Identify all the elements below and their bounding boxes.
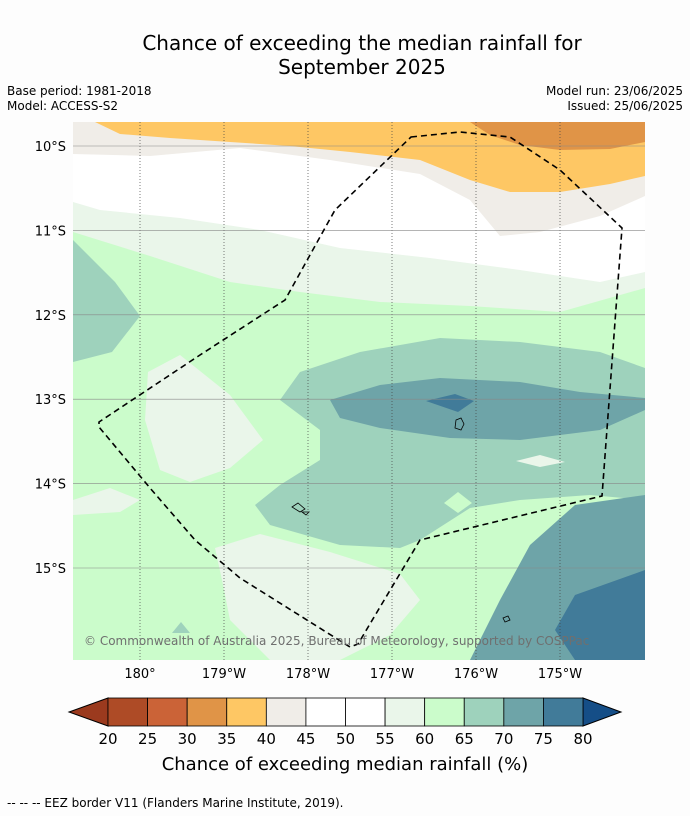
- x-tick-label: 178°W: [286, 667, 330, 682]
- region-65-70-west: [73, 240, 140, 362]
- y-tick-label: 15°S: [35, 562, 66, 577]
- x-tick-label: 177°W: [370, 667, 414, 682]
- colorbar-over-arrow: [582, 697, 623, 727]
- copyright-annotation: © Commonwealth of Australia 2025, Bureau…: [84, 634, 589, 648]
- map-plot-area: © Commonwealth of Australia 2025, Bureau…: [73, 122, 645, 660]
- colorbar-segment: [424, 697, 465, 727]
- y-tick-label: 10°S: [35, 140, 66, 155]
- colorbar-segment: [265, 697, 307, 727]
- colorbar-under-arrow: [67, 697, 109, 727]
- region-55-60-south: [215, 534, 420, 660]
- issued-label: Issued: 25/06/2025: [567, 99, 683, 113]
- x-tick-label: 179°W: [202, 667, 246, 682]
- colorbar-tick-label: 45: [296, 730, 315, 748]
- colorbar-segment: [107, 697, 148, 727]
- colorbar-tick-label: 70: [494, 730, 513, 748]
- colorbar-segment: [345, 697, 386, 727]
- colorbar-segment: [305, 697, 346, 727]
- colorbar-segment: [463, 697, 505, 727]
- meta-right: Model run: 23/06/2025 Issued: 25/06/2025: [546, 84, 683, 114]
- colorbar-segment: [543, 697, 584, 727]
- island-outline: [300, 511, 310, 516]
- colorbar-tick-label: 65: [455, 730, 474, 748]
- island-outline: [454, 417, 465, 431]
- base-period-label: Base period: 1981-2018: [7, 84, 152, 98]
- colorbar-tick-label: 25: [138, 730, 157, 748]
- region-30-35: [470, 122, 645, 150]
- island-outline: [291, 502, 306, 513]
- island-outline: [502, 615, 511, 623]
- colorbar-segment: [384, 697, 426, 727]
- model-label: Model: ACCESS-S2: [7, 99, 119, 113]
- colorbar-tick-label: 75: [534, 730, 553, 748]
- colorbar-tick-label: 20: [98, 730, 117, 748]
- title-line-2: September 2025: [278, 55, 446, 79]
- x-tick-label: 180°: [124, 667, 155, 682]
- colorbar-label: Chance of exceeding median rainfall (%): [162, 754, 529, 775]
- colorbar-segment: [226, 697, 267, 727]
- colorbar-tick-label: 60: [415, 730, 434, 748]
- y-tick-label: 11°S: [35, 224, 66, 239]
- eez-border-line: [98, 131, 623, 648]
- region-55-60-east: [516, 455, 565, 467]
- colorbar-tick-label: 80: [573, 730, 592, 748]
- y-tick-label: 12°S: [35, 309, 66, 324]
- colorbar-tick-label: 50: [336, 730, 355, 748]
- y-tick-label: 13°S: [35, 393, 66, 408]
- colorbar-tick-label: 30: [178, 730, 197, 748]
- region-75-80-core: [426, 394, 474, 412]
- x-tick-label: 175°W: [538, 667, 582, 682]
- region-70-75: [330, 378, 645, 440]
- y-tick-label: 14°S: [35, 478, 66, 493]
- colorbar-tick-label: 55: [376, 730, 395, 748]
- footer-note: -- -- -- EEZ border V11 (Flanders Marine…: [7, 796, 344, 810]
- colorbar-segment: [147, 697, 188, 727]
- region-75-80: [555, 570, 645, 660]
- colorbar-segment: [186, 697, 228, 727]
- region-60-65-east: [444, 492, 472, 513]
- colorbar-tick-label: 35: [217, 730, 236, 748]
- region-65-70-small: [172, 622, 190, 633]
- chart-title: Chance of exceeding the median rainfall …: [0, 31, 690, 79]
- title-line-1: Chance of exceeding the median rainfall …: [142, 31, 582, 55]
- colorbar-tick-label: 40: [257, 730, 276, 748]
- colorbar-segment: [503, 697, 544, 727]
- region-55-60-central: [145, 355, 263, 482]
- x-tick-label: 176°W: [454, 667, 498, 682]
- meta-left: Base period: 1981-2018 Model: ACCESS-S2: [7, 84, 152, 114]
- model-run-label: Model run: 23/06/2025: [545, 84, 683, 98]
- region-55-60-west: [73, 488, 140, 515]
